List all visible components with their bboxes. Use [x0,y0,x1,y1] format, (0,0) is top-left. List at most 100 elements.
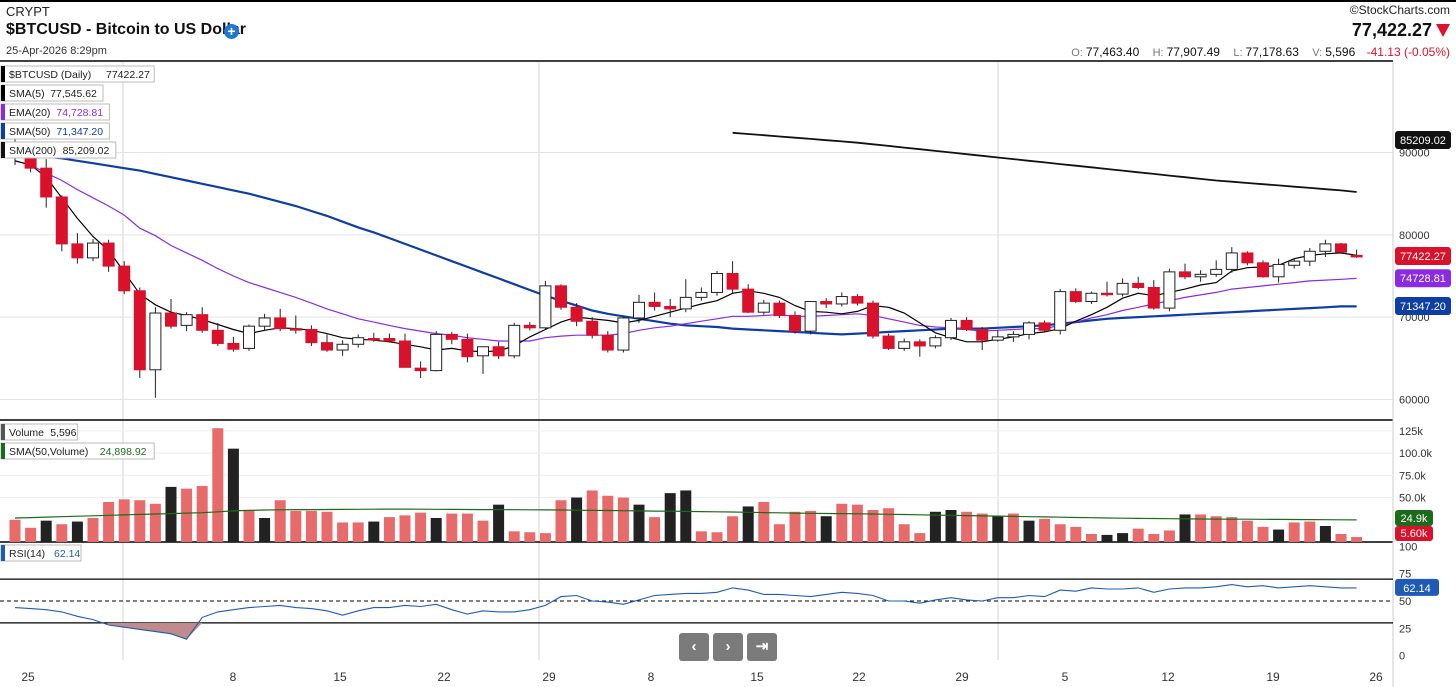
legend-sma5-swatch [1,85,5,101]
price-tick-label: 80000 [1399,230,1430,242]
volume-bar [1226,517,1238,542]
candle-body [336,343,349,351]
volume-bar [1351,537,1363,542]
volume-bar [1241,520,1253,542]
candle-body [1194,273,1207,278]
candle-body [945,319,957,339]
volume-bar [571,497,583,542]
candle-body [477,346,489,357]
volume-bar [196,486,208,542]
add-symbol-plus-icon[interactable]: + [224,24,239,39]
candle-body [711,273,723,293]
sma200-line [732,131,1357,193]
candle-body [508,324,521,357]
candle-body [539,285,552,329]
candle-body [1023,322,1035,335]
volume-bar [1117,533,1129,542]
legend-price-label: $BTCUSD (Daily) [9,69,91,81]
volume-bar [56,524,68,542]
candle-body [1210,268,1223,275]
volume-bar [711,532,723,542]
chart-title: $BTCUSD - Bitcoin to US Dollar [6,21,247,38]
volume-bar [883,508,895,542]
volume-bar [1257,526,1269,542]
volume-bar [274,500,286,542]
sma200-price-tag: 85209.02 [1400,135,1446,147]
volume-legend-label: SMA(50,Volume) [9,446,88,458]
volume-sma-tag: 24.9k [1401,513,1428,525]
rsi-tick-label: 50 [1399,596,1411,608]
volume-tick-label: 75.0k [1399,470,1426,482]
volume-bar [40,520,52,542]
change-value: -41.13 (-0.05%) [1366,45,1450,59]
rsi-oversold-area [108,622,203,640]
x-tick-label: 26 [1369,670,1383,684]
volume-bar [1288,522,1300,542]
candle-body [1179,271,1191,278]
volume-sma-tag-bg [1395,510,1433,526]
scroll-right-button[interactable]: › [713,633,743,661]
price-tick-label: 90000 [1399,148,1430,160]
candle-body [1038,322,1051,331]
volume-bar [415,512,427,542]
volume-bar [602,495,614,542]
x-tick-label: 15 [333,670,347,684]
candle-body [835,296,848,305]
volume-bar [539,533,551,542]
x-tick-label: 19 [1266,670,1280,684]
x-tick-label: 29 [955,670,969,684]
volume-bar [25,527,37,542]
volume-bar [992,516,1004,542]
volume-bar [1210,516,1222,542]
candle-body [196,314,209,331]
volume-label: V: [1312,47,1323,59]
volume-bar [727,516,739,542]
volume-legend-value: 24,898.92 [100,446,147,458]
candle-body [633,301,645,319]
volume-bar [430,518,442,542]
low-value: 77,178.63 [1245,45,1299,59]
x-tick-label: 25 [21,670,35,684]
volume-bar [383,517,395,542]
candle-body [1132,282,1145,288]
sma200-price-tag-bg [1395,131,1451,149]
legend-sma5-value: 77,545.62 [50,88,97,100]
candle-body [383,338,396,342]
candle-body [133,290,146,371]
volume-tick-label: 100.0k [1399,448,1433,460]
volume-bar [103,502,115,542]
candle-body [664,305,677,310]
candle-body [523,324,536,329]
volume-last-tag-bg [1395,526,1433,541]
sma50-price-tag-bg [1395,297,1451,316]
candle-body [461,338,474,358]
volume-bar [945,510,957,542]
scroll-left-button[interactable]: ‹ [679,633,709,661]
ema20-price-tag: 74728.81 [1400,273,1446,285]
volume-bar [71,521,83,542]
x-tick-label: 22 [852,670,866,684]
volume-bar [1179,514,1191,542]
volume-bar [477,520,489,542]
candle-body [274,317,287,330]
volume-legend-swatch [1,424,5,440]
candle-body [414,367,427,372]
volume-bar [961,511,973,542]
x-tick-label: 8 [648,670,655,684]
chart-date: 25-Apr-2026 8:29pm [6,45,107,57]
candle-body [445,333,458,340]
volume-bar [664,493,676,542]
candle-body [71,243,84,259]
rsi-legend-swatch [1,545,5,561]
candle-body [929,337,942,347]
rsi-tick-label: 25 [1399,623,1411,635]
legend-price-value: 77422.27 [106,69,150,81]
candle-body [87,242,99,259]
candle-body [55,196,68,245]
candle-body [1257,262,1269,278]
candle-body [960,319,973,330]
brand-watermark: ©StockCharts.com [1349,3,1450,17]
rsi-legend-value: 62.14 [54,548,80,560]
scroll-to-end-button[interactable]: ⇥ [747,633,777,661]
candle-body [679,296,692,310]
